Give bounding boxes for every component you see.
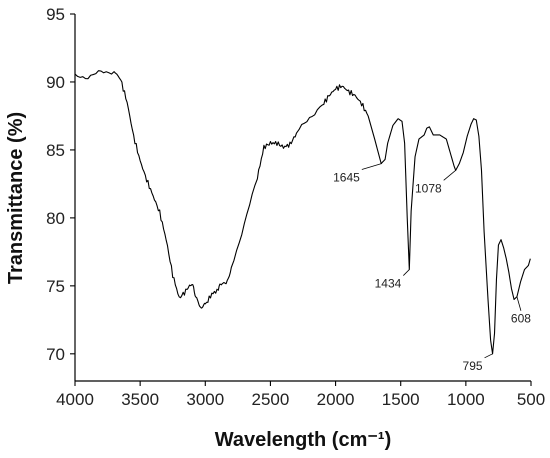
ticks: 4000 3500 3000 2500 2000 1500 1000 500 70 75 80 85 9… bbox=[46, 5, 545, 409]
annotation-leader bbox=[516, 296, 522, 311]
y-tick-label: 85 bbox=[46, 141, 65, 160]
x-tick-label: 4000 bbox=[56, 390, 94, 409]
annotation-leader bbox=[484, 353, 493, 359]
annotation-leader bbox=[361, 163, 382, 170]
y-tick-label: 90 bbox=[46, 73, 65, 92]
peak-annotation: 1434 bbox=[375, 277, 402, 291]
x-tick-label: 3000 bbox=[186, 390, 224, 409]
annotation-leader bbox=[443, 170, 456, 181]
axes bbox=[74, 14, 531, 382]
x-tick-label: 1000 bbox=[447, 390, 485, 409]
y-tick-label: 95 bbox=[46, 5, 65, 24]
series bbox=[74, 70, 531, 355]
annotations: 1645 1434 1078 795 608 bbox=[333, 163, 531, 373]
peak-annotation: 795 bbox=[463, 359, 483, 373]
annotation-leader bbox=[403, 269, 410, 276]
y-tick-label: 75 bbox=[46, 277, 65, 296]
x-tick-label: 2500 bbox=[252, 390, 290, 409]
x-axis-title: Wavelength (cm⁻¹) bbox=[215, 429, 392, 451]
y-tick-label: 80 bbox=[46, 209, 65, 228]
x-tick-label: 1500 bbox=[382, 390, 420, 409]
x-tick-label: 500 bbox=[517, 390, 545, 409]
y-axis-title: Transmittance (%) bbox=[5, 112, 27, 284]
peak-annotation: 608 bbox=[511, 312, 531, 326]
peak-annotation: 1078 bbox=[415, 181, 442, 195]
transmittance-line bbox=[74, 70, 531, 355]
y-tick-label: 70 bbox=[46, 345, 65, 364]
x-tick-label: 2000 bbox=[317, 390, 355, 409]
peak-annotation: 1645 bbox=[333, 171, 360, 185]
x-tick-label: 3500 bbox=[121, 390, 159, 409]
